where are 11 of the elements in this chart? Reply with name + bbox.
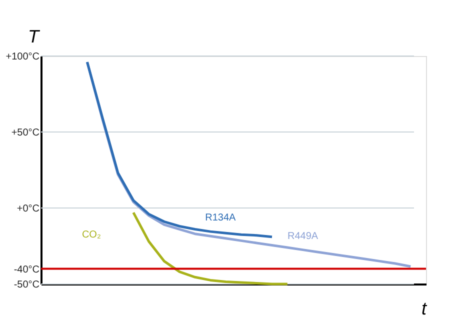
series-label: R449A [288, 230, 318, 242]
y-axis-title: T [28, 26, 41, 46]
text: CO₂ [82, 230, 101, 241]
series-label: R134A [205, 212, 236, 224]
y-tick-label: +100°C [6, 52, 40, 62]
y-tick-label: -40°C [14, 264, 40, 276]
y-tick-label: +50°C [11, 128, 40, 138]
y-tick-label: +0°C [16, 204, 40, 214]
y-tick-label: -50°C [14, 280, 40, 290]
line-series [132, 211, 289, 286]
x-axis-title: t [421, 298, 428, 318]
